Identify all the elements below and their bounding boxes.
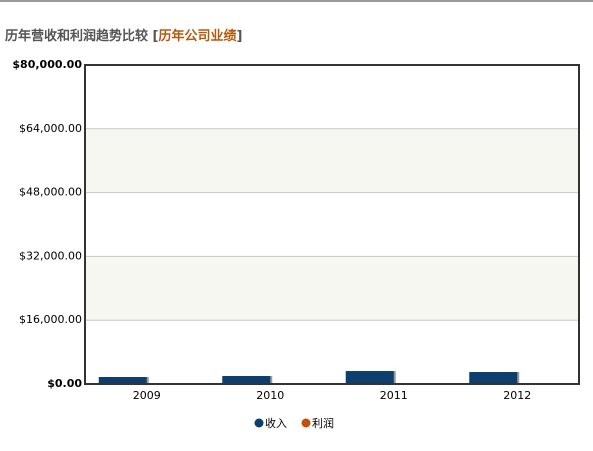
bar	[222, 376, 271, 384]
grid-band	[85, 256, 579, 321]
bar	[98, 377, 147, 384]
plot-background	[85, 65, 579, 384]
legend-label: 收入	[265, 416, 287, 430]
y-tick-label: $32,000.00	[19, 249, 82, 262]
y-tick-label: $80,000.00	[12, 58, 82, 71]
grid-band	[85, 128, 579, 193]
legend-label: 利润	[312, 416, 334, 430]
legend-marker	[254, 418, 264, 428]
chart-subtitle[interactable]: 历年公司业绩	[158, 28, 236, 44]
x-tick-label: 2012	[503, 389, 531, 402]
bar	[345, 371, 394, 384]
bracket: ]	[237, 29, 243, 44]
chart-title-line: 历年营收和利润趋势比较 [历年公司业绩]	[5, 28, 242, 44]
bar	[469, 372, 518, 384]
chart-title: 历年营收和利润趋势比较	[5, 28, 148, 44]
bracket: [	[148, 29, 159, 44]
y-tick-label: $48,000.00	[19, 186, 82, 199]
x-tick-label: 2010	[256, 389, 284, 402]
x-tick-label: 2009	[133, 389, 161, 402]
legend-marker	[301, 418, 311, 428]
y-tick-label: $16,000.00	[19, 313, 82, 326]
plot-border	[84, 64, 580, 385]
y-tick-label: $64,000.00	[19, 122, 82, 135]
x-tick-label: 2011	[380, 389, 408, 402]
y-tick-label: $0.00	[47, 377, 82, 390]
